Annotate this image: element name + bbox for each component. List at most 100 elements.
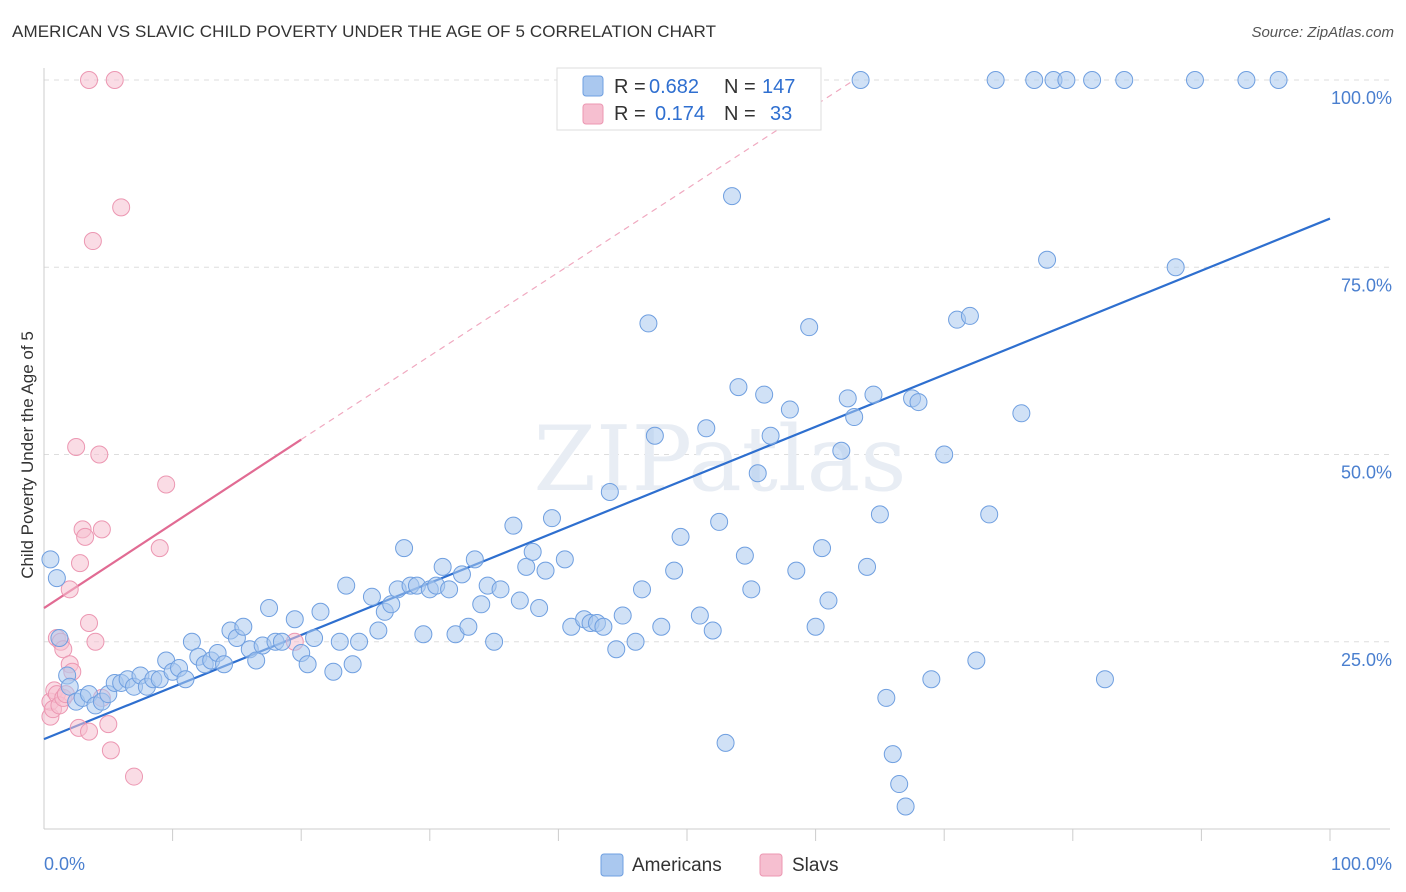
americans-point-2 bbox=[50, 629, 69, 648]
americans-point-97 bbox=[716, 733, 735, 752]
americans-point-112 bbox=[819, 591, 838, 610]
slavs-point-25 bbox=[92, 520, 111, 539]
americans-point-63 bbox=[459, 617, 478, 636]
americans-point-133 bbox=[1012, 404, 1031, 423]
americans-n-value: 147 bbox=[762, 76, 795, 98]
stats-legend: R = 0.682 N = 147 R = 0.174 N = 33 bbox=[556, 67, 822, 131]
americans-point-129 bbox=[960, 306, 979, 325]
americans-point-65 bbox=[472, 595, 491, 614]
americans-point-118 bbox=[864, 385, 883, 404]
americans-point-48 bbox=[362, 587, 381, 606]
americans-point-64 bbox=[465, 550, 484, 569]
americans-point-31 bbox=[234, 617, 253, 636]
americans-point-135 bbox=[1038, 250, 1057, 269]
americans-point-126 bbox=[922, 670, 941, 689]
americans-point-35 bbox=[260, 599, 279, 618]
americans-point-81 bbox=[594, 617, 613, 636]
americans-point-69 bbox=[504, 516, 523, 535]
americans-point-59 bbox=[433, 557, 452, 576]
y-tick-label-0: 25.0% bbox=[1341, 650, 1392, 670]
americans-point-51 bbox=[382, 595, 401, 614]
slavs-point-20 bbox=[80, 722, 99, 741]
source-credit: Source: ZipAtlas.com bbox=[1251, 24, 1394, 41]
slavs-legend-swatch bbox=[759, 853, 783, 877]
americans-point-22 bbox=[176, 670, 195, 689]
americans-point-60 bbox=[440, 580, 459, 599]
slavs-point-27 bbox=[99, 715, 118, 734]
americans-point-113 bbox=[832, 441, 851, 460]
americans-point-104 bbox=[761, 426, 780, 445]
x-axis-ticks bbox=[172, 829, 1331, 841]
americans-point-33 bbox=[247, 651, 266, 670]
slavs-swatch bbox=[582, 103, 604, 125]
americans-point-89 bbox=[652, 617, 671, 636]
americans-point-144 bbox=[1269, 71, 1288, 89]
americans-point-37 bbox=[272, 632, 291, 651]
americans-point-38 bbox=[285, 610, 304, 629]
americans-point-93 bbox=[690, 606, 709, 625]
americans-n-label: N = bbox=[724, 76, 756, 98]
americans-point-122 bbox=[890, 775, 909, 794]
slavs-trend-line bbox=[43, 438, 302, 609]
americans-trend-line bbox=[43, 217, 1331, 741]
grid-lines bbox=[44, 79, 1390, 643]
americans-legend-label: Americans bbox=[632, 855, 722, 876]
slavs-n-value: 33 bbox=[770, 103, 792, 125]
americans-point-70 bbox=[510, 591, 529, 610]
americans-point-101 bbox=[742, 580, 761, 599]
americans-point-46 bbox=[343, 655, 362, 674]
americans-point-53 bbox=[395, 539, 414, 558]
americans-point-98 bbox=[723, 187, 742, 206]
americans-point-76 bbox=[555, 550, 574, 569]
americans-point-132 bbox=[986, 71, 1005, 89]
americans-r-label: R = bbox=[614, 76, 646, 98]
americans-point-71 bbox=[517, 557, 536, 576]
slavs-r-value: 0.174 bbox=[655, 103, 705, 125]
y-tick-label-2: 75.0% bbox=[1341, 275, 1392, 295]
americans-point-90 bbox=[665, 561, 684, 580]
x-tick-label-max: 100.0% bbox=[1331, 854, 1392, 874]
americans-point-117 bbox=[858, 557, 877, 576]
y-tick-labels: 25.0% 50.0% 75.0% 100.0% bbox=[1331, 88, 1392, 670]
slavs-r-label: R = bbox=[614, 103, 646, 125]
americans-point-87 bbox=[639, 314, 658, 333]
americans-point-139 bbox=[1095, 670, 1114, 689]
americans-points bbox=[41, 71, 1288, 816]
americans-point-99 bbox=[729, 378, 748, 397]
americans-point-143 bbox=[1237, 71, 1256, 89]
americans-point-114 bbox=[838, 389, 857, 408]
americans-point-134 bbox=[1025, 71, 1044, 89]
americans-point-109 bbox=[800, 318, 819, 337]
americans-point-123 bbox=[896, 797, 915, 816]
americans-point-83 bbox=[607, 640, 626, 659]
americans-point-119 bbox=[870, 505, 889, 524]
slavs-point-23 bbox=[86, 632, 105, 651]
americans-point-107 bbox=[780, 400, 799, 419]
slavs-point-19 bbox=[80, 71, 99, 89]
x-tick-label-min: 0.0% bbox=[44, 854, 85, 874]
americans-point-91 bbox=[671, 527, 690, 546]
americans-point-75 bbox=[542, 509, 561, 528]
americans-point-120 bbox=[877, 688, 896, 707]
americans-point-102 bbox=[748, 464, 767, 483]
americans-point-84 bbox=[613, 606, 632, 625]
americans-r-value: 0.682 bbox=[649, 76, 699, 98]
americans-swatch bbox=[582, 75, 604, 97]
chart-title: AMERICAN VS SLAVIC CHILD POVERTY UNDER T… bbox=[12, 22, 717, 41]
slavs-trend-extension bbox=[300, 79, 855, 441]
americans-point-127 bbox=[935, 445, 954, 464]
slavs-point-21 bbox=[80, 614, 99, 633]
americans-point-41 bbox=[305, 629, 324, 648]
americans-point-142 bbox=[1185, 71, 1204, 89]
americans-point-110 bbox=[806, 617, 825, 636]
americans-point-45 bbox=[337, 576, 356, 595]
americans-point-68 bbox=[491, 580, 510, 599]
americans-point-43 bbox=[324, 662, 343, 681]
americans-point-23 bbox=[182, 632, 201, 651]
slavs-point-29 bbox=[105, 71, 124, 89]
americans-point-138 bbox=[1083, 71, 1102, 89]
americans-point-72 bbox=[523, 542, 542, 561]
americans-point-74 bbox=[536, 561, 555, 580]
americans-point-95 bbox=[703, 621, 722, 640]
